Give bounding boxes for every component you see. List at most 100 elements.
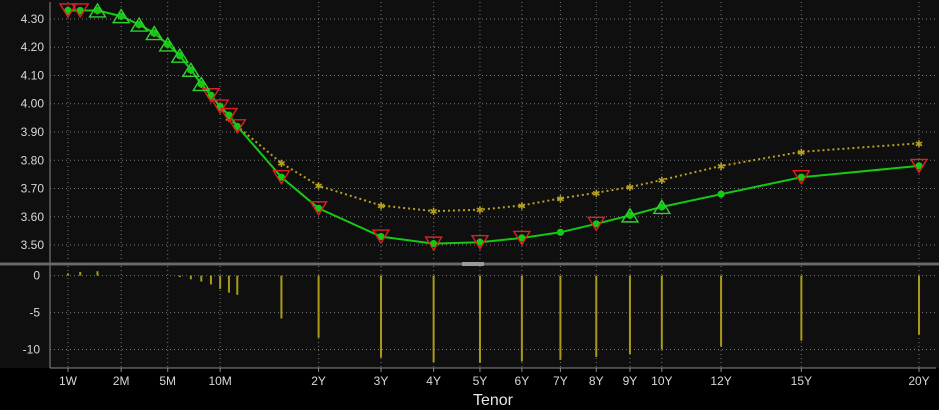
x-tick-label: 3Y	[374, 374, 389, 388]
spread-bar	[595, 275, 598, 357]
x-tick-label: 15Y	[791, 374, 812, 388]
curve-point	[207, 91, 215, 99]
x-axis-title: Tenor	[473, 392, 514, 409]
down-triangle-marker	[309, 201, 328, 217]
x-axis-band	[0, 368, 939, 410]
x-tick-label: 2M	[113, 374, 130, 388]
x-tick-label: 10Y	[651, 374, 672, 388]
up-triangle-marker	[129, 16, 149, 32]
comparison-point: ✱	[377, 201, 385, 212]
spread-bar	[800, 275, 803, 341]
curve-point	[556, 228, 565, 236]
down-triangle-marker	[470, 235, 490, 251]
spread-bar	[628, 275, 631, 354]
comparison-point: ✱	[592, 189, 600, 200]
comparison-point: ✱	[626, 183, 634, 194]
spread-bar	[559, 275, 562, 360]
upper-plot-background	[0, 0, 939, 262]
curve-point	[164, 40, 172, 48]
x-tick-label: 8Y	[589, 374, 604, 388]
up-triangle-marker	[88, 2, 107, 18]
comparison-point: ✱	[658, 176, 666, 187]
curve-point	[197, 80, 205, 88]
spread-bar	[918, 275, 920, 335]
y-tick-label-upper: 4.00	[21, 97, 45, 111]
down-triangle-marker	[70, 3, 90, 19]
curve-point	[476, 238, 484, 246]
comparison-point: ✱	[476, 206, 484, 217]
spread-bar	[236, 275, 239, 295]
curve-point	[277, 173, 286, 181]
lower-plot-background	[0, 266, 939, 368]
comparison-point: ✱	[717, 162, 725, 173]
curve-point	[626, 211, 634, 219]
up-triangle-marker	[652, 199, 672, 215]
spread-bar	[478, 275, 481, 363]
x-tick-label: 5Y	[473, 374, 488, 388]
x-tick-label: 10M	[208, 374, 231, 388]
x-tick-label: 12Y	[710, 374, 731, 388]
comparison-point: ✱	[518, 201, 526, 212]
spread-bar	[200, 275, 203, 282]
down-triangle-marker	[587, 216, 606, 232]
y-tick-label-upper: 4.20	[21, 40, 45, 54]
curve-point	[915, 162, 923, 170]
spread-bar	[67, 273, 69, 276]
comparison-point: ✱	[915, 139, 923, 150]
curve-point	[93, 6, 102, 15]
x-tick-label: 5M	[159, 374, 176, 388]
curve-point	[315, 204, 323, 212]
y-tick-label-lower: -10	[23, 343, 41, 357]
curve-point	[233, 122, 241, 130]
panel-divider-grip[interactable]	[462, 262, 484, 266]
up-triangle-marker	[181, 61, 201, 78]
spread-bar	[720, 275, 723, 347]
curve-point	[658, 203, 666, 211]
spread-bar	[432, 275, 435, 363]
curve-point	[135, 21, 143, 29]
curve-point	[117, 12, 125, 20]
spread-bar	[189, 275, 192, 280]
comparison-point: ✱	[556, 194, 564, 205]
spread-bar	[520, 275, 523, 362]
up-triangle-marker	[192, 76, 211, 92]
up-triangle-marker	[170, 47, 190, 63]
x-tick-label: 9Y	[623, 374, 638, 388]
down-triangle-marker	[371, 229, 391, 245]
x-tick-label: 4Y	[426, 374, 441, 388]
spread-bar	[280, 275, 283, 319]
up-triangle-marker	[144, 25, 164, 41]
curve-point	[430, 240, 438, 248]
curve-point	[76, 6, 84, 15]
y-tick-label-lower: 0	[33, 269, 40, 283]
down-triangle-marker	[210, 99, 230, 115]
down-triangle-marker	[272, 170, 291, 186]
down-triangle-marker	[58, 3, 78, 19]
curve-point	[717, 190, 725, 198]
comparison-point: ✱	[429, 207, 437, 218]
down-triangle-marker	[792, 170, 811, 186]
curve-point	[225, 111, 233, 119]
spread-bar	[317, 275, 320, 338]
spread-bar	[96, 271, 99, 276]
y-tick-label-upper: 4.10	[21, 68, 45, 82]
x-tick-label: 1W	[59, 374, 78, 388]
spread-bar	[209, 275, 212, 285]
spread-bar	[380, 275, 383, 358]
down-triangle-marker	[424, 236, 443, 252]
y-tick-label-upper: 3.60	[21, 210, 45, 224]
y-tick-label-upper: 3.80	[21, 153, 45, 167]
curve-point	[377, 232, 385, 241]
curve-point	[150, 29, 158, 37]
y-tick-label-upper: 3.90	[21, 125, 45, 139]
up-triangle-marker	[111, 8, 131, 24]
down-triangle-marker	[201, 88, 221, 104]
y-tick-label-upper: 3.70	[21, 182, 45, 196]
spread-bar	[227, 275, 230, 293]
comparison-point: ✱	[797, 148, 805, 159]
spread-bar	[178, 275, 181, 278]
down-triangle-marker	[909, 158, 929, 174]
curve-point	[176, 52, 184, 60]
spread-bar	[219, 275, 222, 289]
curve-point	[64, 6, 72, 15]
